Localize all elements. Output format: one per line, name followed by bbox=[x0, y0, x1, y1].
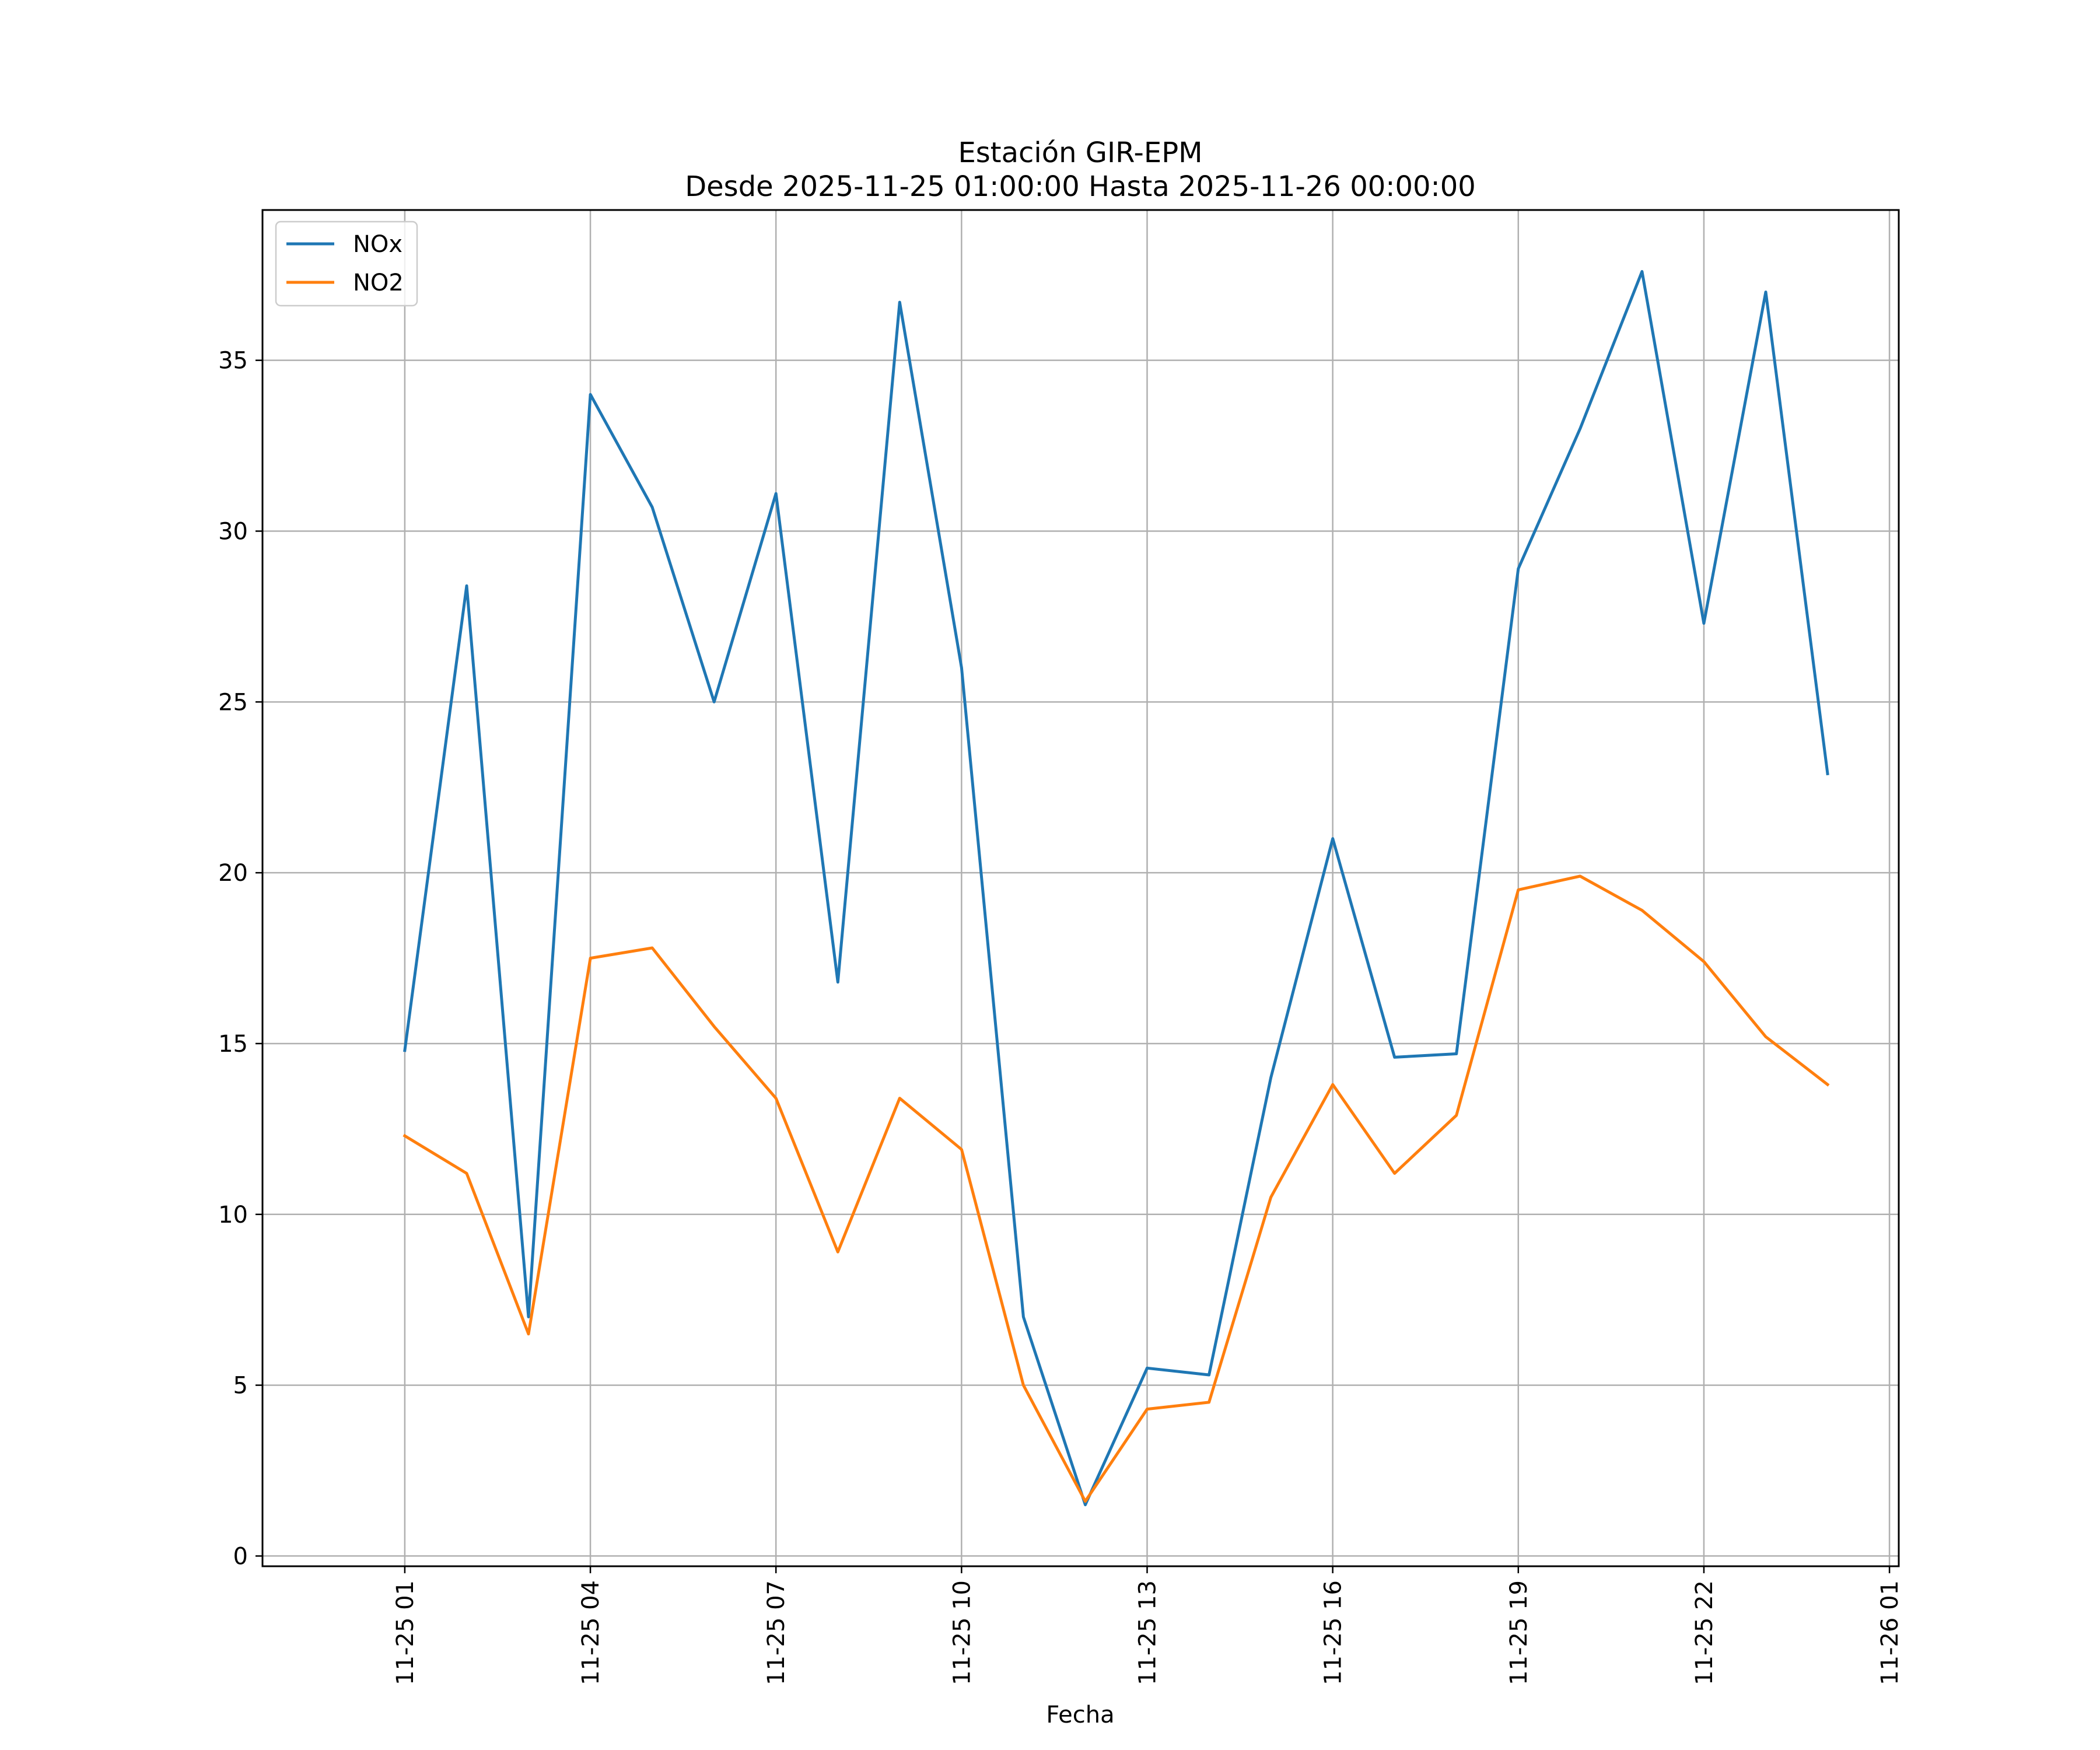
y-tick-label: 30 bbox=[218, 519, 248, 545]
y-tick-label: 35 bbox=[218, 348, 248, 374]
x-tick-label: 11-25 01 bbox=[392, 1580, 419, 1685]
x-tick-label: 11-25 16 bbox=[1320, 1580, 1347, 1685]
series-line-nox bbox=[403, 270, 1829, 1507]
x-tick-label: 11-25 07 bbox=[763, 1580, 790, 1685]
y-tick-label: 15 bbox=[218, 1031, 248, 1058]
chart-title: Estación GIR-EPM bbox=[958, 136, 1202, 169]
x-tick-label: 11-25 10 bbox=[949, 1580, 975, 1685]
y-tick-label: 25 bbox=[218, 689, 248, 716]
x-axis-label: Fecha bbox=[1046, 1702, 1114, 1728]
y-tick-label: 5 bbox=[233, 1373, 248, 1399]
x-tick-label: 11-25 04 bbox=[578, 1580, 604, 1685]
legend-label-nox: NOx bbox=[353, 231, 402, 258]
axis-ticks: 11-25 01 11-25 04 11-25 07 11-25 10 11-25 13… bbox=[218, 348, 1903, 1685]
legend-label-no2: NO2 bbox=[353, 270, 404, 296]
grid-lines bbox=[262, 210, 1899, 1566]
x-tick-label: 11-25 19 bbox=[1506, 1580, 1532, 1685]
series-lines bbox=[402, 270, 1830, 1507]
x-tick-label: 11-25 13 bbox=[1135, 1580, 1161, 1685]
chart-subtitle: Desde 2025-11-25 01:00:00 Hasta 2025-11-… bbox=[685, 170, 1476, 203]
y-tick-label: 20 bbox=[218, 860, 248, 887]
y-tick-label: 10 bbox=[218, 1202, 248, 1228]
x-tick-label: 11-25 22 bbox=[1691, 1580, 1718, 1685]
series-line-no2 bbox=[402, 874, 1830, 1503]
x-tick-label: 11-26 01 bbox=[1877, 1580, 1903, 1685]
legend: NOx NO2 bbox=[275, 220, 418, 307]
plot-frame bbox=[261, 209, 1900, 1567]
y-tick-label: 0 bbox=[233, 1543, 248, 1570]
